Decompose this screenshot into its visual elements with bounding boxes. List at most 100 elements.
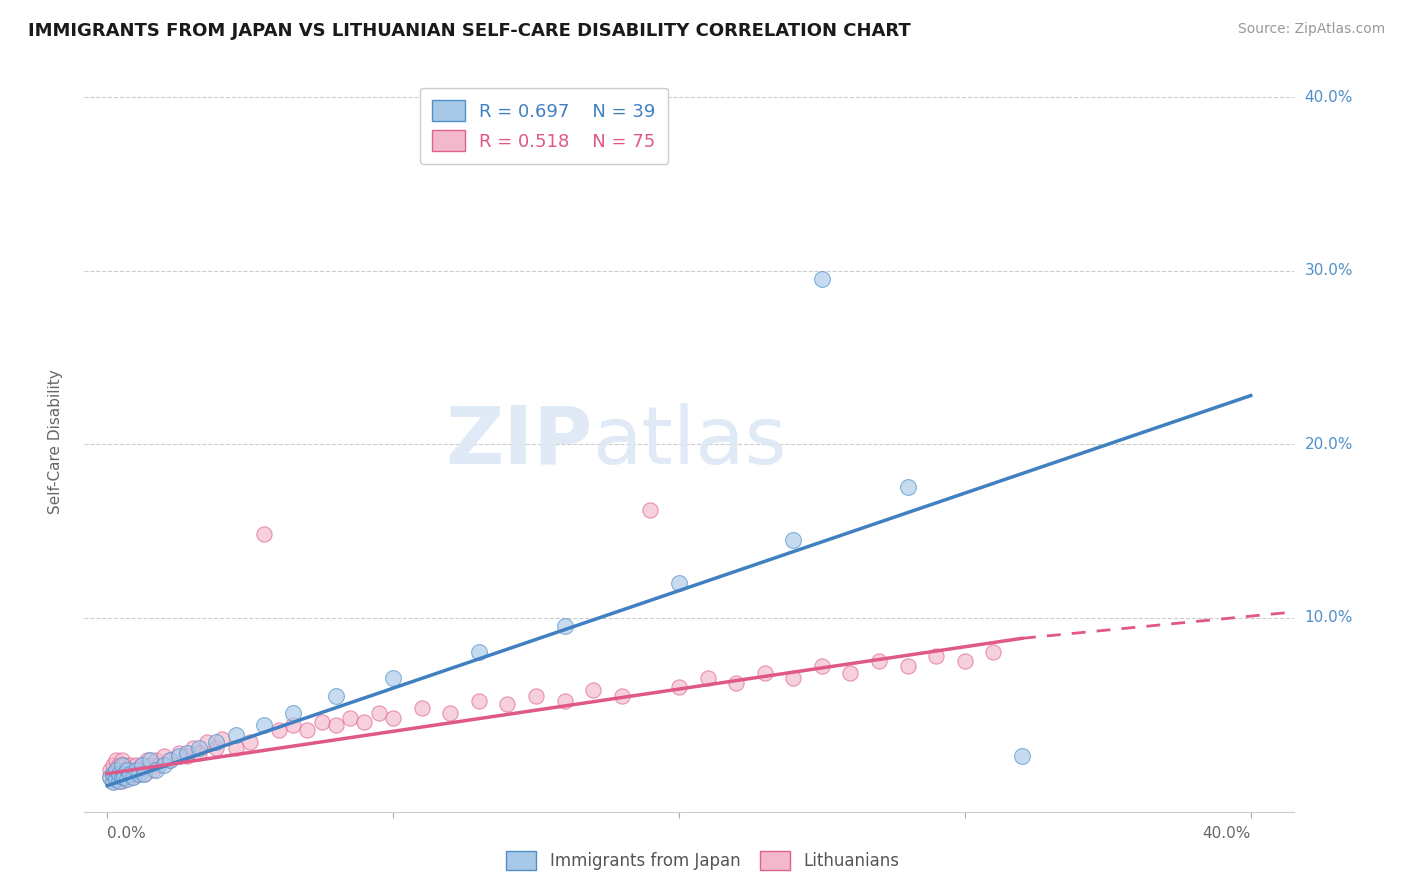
Point	[524, 689, 547, 703]
Point	[868, 654, 890, 668]
Point	[145, 763, 167, 777]
Point	[122, 763, 145, 777]
Point	[281, 706, 304, 720]
Point	[382, 671, 405, 685]
Point	[159, 753, 181, 767]
Point	[107, 766, 129, 780]
Point	[101, 758, 124, 772]
Point	[668, 680, 690, 694]
Point	[131, 758, 153, 772]
Point	[253, 527, 276, 541]
Point	[125, 766, 148, 780]
Point	[983, 645, 1005, 659]
Text: 20.0%: 20.0%	[1305, 437, 1353, 451]
Point	[107, 770, 129, 784]
Point	[134, 766, 156, 780]
Point	[353, 714, 375, 729]
Point	[120, 766, 142, 780]
Text: Source: ZipAtlas.com: Source: ZipAtlas.com	[1237, 22, 1385, 37]
Point	[139, 758, 162, 772]
Point	[112, 770, 135, 784]
Point	[211, 731, 233, 746]
Point	[225, 728, 247, 742]
Point	[110, 770, 132, 784]
Point	[128, 763, 150, 777]
Point	[122, 770, 145, 784]
Point	[104, 772, 127, 786]
Point	[122, 770, 145, 784]
Point	[725, 676, 748, 690]
Point	[167, 749, 190, 764]
Point	[782, 671, 804, 685]
Point	[468, 645, 491, 659]
Legend: R = 0.697    N = 39, R = 0.518    N = 75: R = 0.697 N = 39, R = 0.518 N = 75	[419, 87, 668, 164]
Point	[159, 753, 181, 767]
Point	[325, 689, 347, 703]
Point	[225, 740, 247, 755]
Point	[101, 766, 124, 780]
Legend: Immigrants from Japan, Lithuanians: Immigrants from Japan, Lithuanians	[499, 844, 907, 877]
Point	[176, 749, 198, 764]
Point	[205, 740, 228, 755]
Point	[125, 758, 148, 772]
Point	[176, 746, 198, 760]
Point	[367, 706, 389, 720]
Point	[1011, 749, 1033, 764]
Point	[110, 763, 132, 777]
Point	[148, 758, 170, 772]
Point	[696, 671, 718, 685]
Point	[181, 740, 204, 755]
Point	[253, 718, 276, 732]
Point	[311, 714, 333, 729]
Point	[107, 758, 129, 772]
Point	[640, 503, 662, 517]
Point	[120, 766, 142, 780]
Point	[195, 735, 218, 749]
Point	[125, 763, 148, 777]
Point	[104, 763, 127, 777]
Point	[754, 665, 776, 680]
Point	[839, 665, 862, 680]
Point	[112, 758, 135, 772]
Point	[145, 753, 167, 767]
Text: 30.0%: 30.0%	[1305, 263, 1353, 278]
Point	[187, 740, 209, 755]
Point	[411, 700, 433, 714]
Point	[115, 763, 138, 777]
Point	[98, 770, 121, 784]
Text: ZIP: ZIP	[444, 402, 592, 481]
Point	[468, 694, 491, 708]
Point	[142, 763, 165, 777]
Point	[131, 758, 153, 772]
Point	[267, 723, 290, 738]
Point	[136, 753, 159, 767]
Point	[187, 746, 209, 760]
Point	[104, 763, 127, 777]
Point	[239, 735, 262, 749]
Point	[104, 753, 127, 767]
Point	[112, 770, 135, 784]
Text: 10.0%: 10.0%	[1305, 610, 1353, 625]
Point	[167, 746, 190, 760]
Point	[139, 753, 162, 767]
Point	[107, 766, 129, 780]
Point	[120, 758, 142, 772]
Text: 40.0%: 40.0%	[1305, 90, 1353, 105]
Point	[128, 766, 150, 780]
Point	[782, 533, 804, 547]
Point	[897, 481, 920, 495]
Point	[897, 659, 920, 673]
Point	[112, 766, 135, 780]
Point	[281, 718, 304, 732]
Point	[112, 766, 135, 780]
Text: atlas: atlas	[592, 402, 786, 481]
Text: 40.0%: 40.0%	[1202, 826, 1251, 840]
Point	[925, 648, 948, 663]
Point	[101, 773, 124, 788]
Point	[953, 654, 976, 668]
Point	[554, 694, 576, 708]
Point	[104, 770, 127, 784]
Point	[325, 718, 347, 732]
Point	[115, 772, 138, 786]
Point	[439, 706, 461, 720]
